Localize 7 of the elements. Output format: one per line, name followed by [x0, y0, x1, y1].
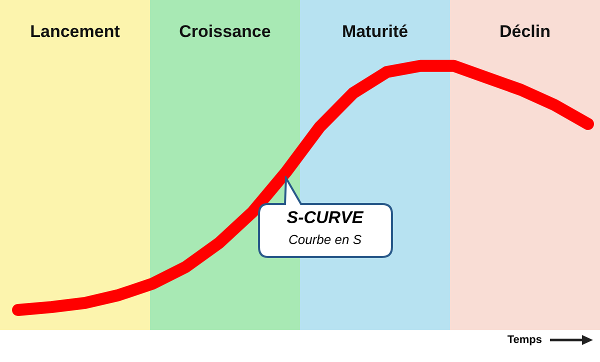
text: Maturité — [340, 22, 410, 42]
annotation: S-CURVE — [286, 208, 364, 228]
annotation: Courbe en S — [288, 232, 362, 247]
text: Déclin — [498, 22, 552, 42]
text: Lancement — [29, 22, 121, 42]
x-axis-title: Temps — [507, 334, 542, 346]
text: Croissance — [178, 22, 272, 42]
